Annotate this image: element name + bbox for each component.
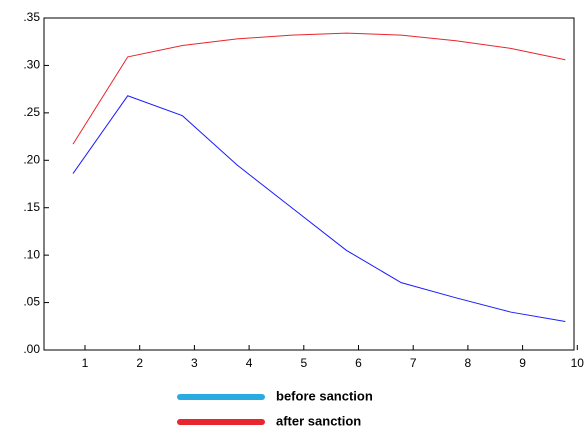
x-tick-label: 1: [82, 356, 89, 370]
x-tick-label: 2: [136, 356, 143, 370]
chart: .00 .05 .10 .15 .20 .25 .30 .35 1 2 3 4 5 6 7 8 9 10 befor…: [0, 0, 587, 432]
y-tick-label: .05: [23, 295, 40, 309]
legend-label: before sanction: [276, 388, 373, 403]
x-tick-label: 8: [465, 356, 472, 370]
x-tick-label: 9: [519, 356, 526, 370]
plot-frame: [44, 18, 574, 350]
y-tick-label: .10: [23, 247, 40, 261]
y-tick-label: .15: [23, 200, 40, 214]
x-tick-label: 10: [571, 356, 585, 370]
y-tick-label: .35: [23, 10, 40, 24]
x-tick-label: 5: [300, 356, 307, 370]
y-tick-label: .20: [23, 152, 40, 166]
y-tick-label: .30: [23, 58, 40, 72]
y-tick-label: .25: [23, 105, 40, 119]
x-tick-label: 7: [410, 356, 417, 370]
x-tick-label: 4: [246, 356, 253, 370]
legend-label: after sanction: [276, 413, 361, 428]
x-tick-label: 6: [355, 356, 362, 370]
x-tick-label: 3: [191, 356, 198, 370]
y-tick-label: .00: [23, 342, 40, 356]
